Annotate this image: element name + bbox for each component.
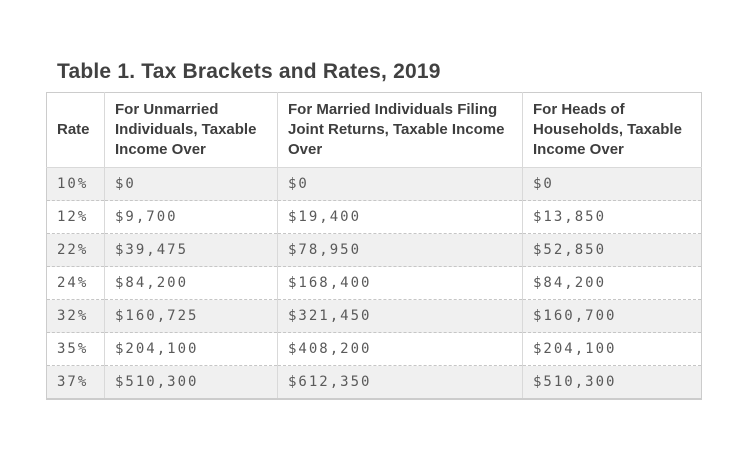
amount-cell: $510,300: [104, 365, 278, 399]
amount-cell: $19,400: [277, 200, 523, 234]
page-title: Table 1. Tax Brackets and Rates, 2019: [57, 60, 441, 83]
column-header-unmarried: For Unmarried Individuals, Taxable Incom…: [104, 92, 278, 168]
table-header: Rate For Unmarried Individuals, Taxable …: [46, 92, 702, 168]
rate-cell: 22%: [46, 233, 105, 267]
amount-cell: $204,100: [104, 332, 278, 366]
amount-cell: $9,700: [104, 200, 278, 234]
column-header-head-of-household: For Heads of Households, Taxable Income …: [522, 92, 702, 168]
table-row: 32% $160,725 $321,450 $160,700: [46, 299, 702, 333]
table-row: 12% $9,700 $19,400 $13,850: [46, 200, 702, 234]
amount-cell: $0: [277, 167, 523, 201]
column-header-married-joint: For Married Individuals Filing Joint Ret…: [277, 92, 523, 168]
tax-brackets-table: Rate For Unmarried Individuals, Taxable …: [46, 92, 702, 400]
amount-cell: $78,950: [277, 233, 523, 267]
table-row: 10% $0 $0 $0: [46, 167, 702, 201]
table-row: 22% $39,475 $78,950 $52,850: [46, 233, 702, 267]
amount-cell: $84,200: [104, 266, 278, 300]
rate-cell: 32%: [46, 299, 105, 333]
header-row: Rate For Unmarried Individuals, Taxable …: [46, 92, 702, 168]
table-row: 35% $204,100 $408,200 $204,100: [46, 332, 702, 366]
amount-cell: $0: [104, 167, 278, 201]
amount-cell: $204,100: [522, 332, 702, 366]
rate-cell: 37%: [46, 365, 105, 399]
amount-cell: $168,400: [277, 266, 523, 300]
rate-cell: 12%: [46, 200, 105, 234]
amount-cell: $321,450: [277, 299, 523, 333]
amount-cell: $160,700: [522, 299, 702, 333]
amount-cell: $84,200: [522, 266, 702, 300]
amount-cell: $52,850: [522, 233, 702, 267]
amount-cell: $510,300: [522, 365, 702, 399]
table-body: 10% $0 $0 $0 12% $9,700 $19,400 $13,850 22% $39,4…: [46, 167, 702, 399]
table-row: 37% $510,300 $612,350 $510,300: [46, 365, 702, 399]
amount-cell: $160,725: [104, 299, 278, 333]
amount-cell: $13,850: [522, 200, 702, 234]
rate-cell: 35%: [46, 332, 105, 366]
amount-cell: $0: [522, 167, 702, 201]
amount-cell: $612,350: [277, 365, 523, 399]
amount-cell: $39,475: [104, 233, 278, 267]
table-row: 24% $84,200 $168,400 $84,200: [46, 266, 702, 300]
rate-cell: 10%: [46, 167, 105, 201]
rate-cell: 24%: [46, 266, 105, 300]
amount-cell: $408,200: [277, 332, 523, 366]
column-header-rate: Rate: [46, 92, 105, 168]
